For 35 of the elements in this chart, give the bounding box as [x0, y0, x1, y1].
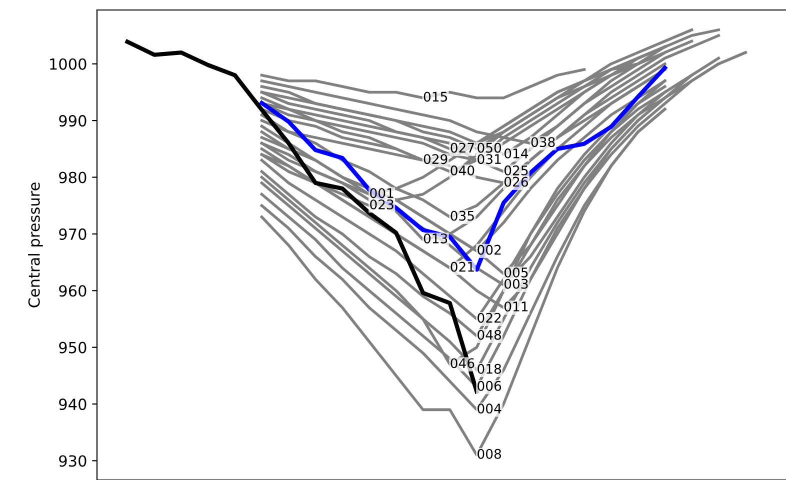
series-label: 031: [478, 154, 501, 164]
series-label: 046: [450, 358, 474, 368]
series-label: 021: [450, 262, 474, 272]
series-label: 050: [478, 142, 502, 153]
y-tick-label: 950: [59, 342, 86, 354]
series-label: 003: [504, 278, 528, 289]
y-axis-title: Central pressure: [28, 182, 43, 308]
y-tick-label: 1000: [50, 58, 86, 70]
series-label: 005: [504, 267, 528, 278]
series-label: 013: [424, 233, 448, 244]
series-label: 022: [478, 312, 501, 323]
series-label: 035: [450, 210, 474, 221]
series-label: 006: [478, 380, 502, 391]
series-label: 002: [478, 244, 501, 255]
series-label: 011: [504, 301, 528, 312]
series-label: 040: [450, 165, 474, 176]
series-label: 001: [370, 188, 394, 198]
y-tick-label: 980: [59, 172, 86, 184]
series-label: 048: [478, 330, 502, 340]
y-tick-label: 970: [59, 228, 86, 240]
series-label: 023: [370, 199, 394, 210]
series-label: 038: [531, 137, 555, 148]
y-tick-label: 960: [59, 285, 86, 297]
series-label: 027: [450, 142, 474, 153]
series-label: 025: [504, 165, 528, 176]
series-label: 018: [478, 364, 502, 374]
series-label: 026: [504, 176, 528, 187]
series-label: 004: [478, 404, 502, 414]
y-tick-label: 930: [59, 455, 86, 467]
series-label: 015: [424, 92, 448, 102]
series-label: 014: [504, 148, 528, 158]
series-label: 029: [424, 154, 448, 164]
y-tick-label: 990: [59, 115, 86, 127]
y-tick-label: 940: [59, 398, 86, 410]
series-label: 008: [478, 448, 502, 459]
